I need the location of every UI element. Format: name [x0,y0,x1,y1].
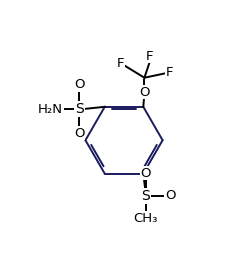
Text: O: O [140,167,150,180]
Text: O: O [74,78,84,91]
Text: H₂N: H₂N [38,103,63,116]
Text: F: F [146,50,153,63]
Text: S: S [141,189,149,203]
Text: F: F [116,57,124,70]
Text: O: O [74,127,84,140]
Text: O: O [164,189,175,202]
Text: F: F [165,66,172,79]
Text: S: S [75,102,83,116]
Text: CH₃: CH₃ [133,212,157,225]
Text: O: O [139,86,149,99]
